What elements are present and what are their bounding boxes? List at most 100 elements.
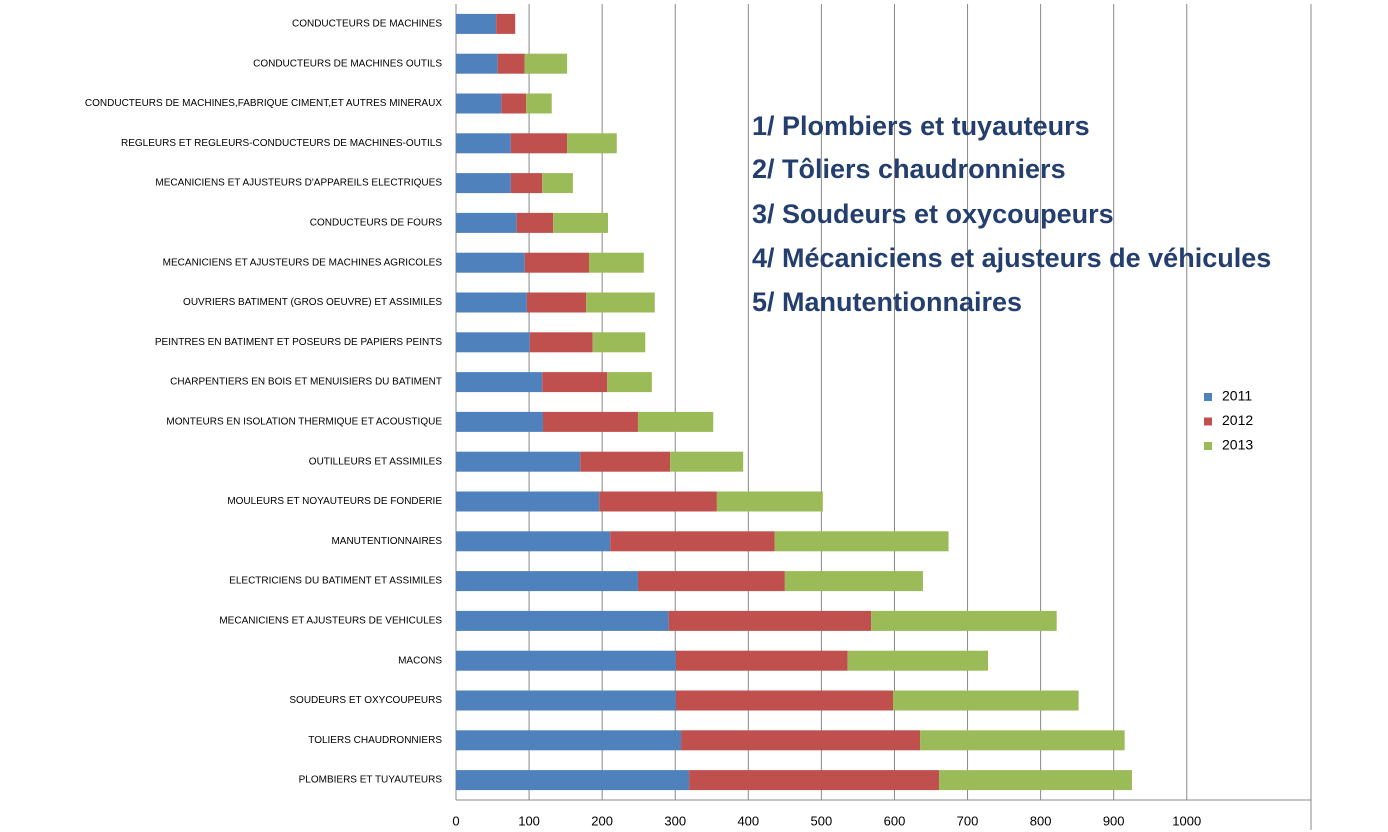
y-tick-label: CONDUCTEURS DE MACHINES bbox=[292, 19, 442, 30]
bar-segment bbox=[510, 173, 543, 194]
bar-segment bbox=[675, 690, 893, 711]
bar-segment bbox=[524, 252, 589, 273]
bar-segment bbox=[592, 332, 646, 353]
bar-segment bbox=[496, 13, 516, 34]
bar-segment bbox=[456, 133, 511, 154]
bar-segment bbox=[456, 411, 543, 432]
y-tick-label: CONDUCTEURS DE MACHINES OUTILS bbox=[253, 58, 442, 69]
x-tick-label: 0 bbox=[452, 813, 459, 828]
y-tick-label: MECANICIENS ET AJUSTEURS D'APPAREILS ELE… bbox=[155, 178, 442, 189]
x-tick-label: 300 bbox=[664, 813, 686, 828]
legend-label: 2013 bbox=[1222, 437, 1253, 453]
y-tick-label: SOUDEURS ET OXYCOUPEURS bbox=[289, 695, 442, 706]
bar-segment bbox=[599, 491, 717, 512]
y-tick-label: PEINTRES EN BATIMENT ET POSEURS DE PAPIE… bbox=[155, 337, 442, 348]
bar-segment bbox=[871, 610, 1057, 631]
legend-label: 2012 bbox=[1222, 412, 1253, 428]
annotation: 1/ Plombiers et tuyauteurs bbox=[752, 111, 1090, 141]
bar-segment bbox=[681, 730, 921, 751]
bar-segment bbox=[456, 491, 600, 512]
bar-segment bbox=[607, 372, 652, 393]
bar-segment bbox=[939, 770, 1132, 791]
bar-segment bbox=[456, 730, 682, 751]
bar-segment bbox=[456, 531, 611, 552]
bar-segment bbox=[542, 411, 638, 432]
x-tick-label: 500 bbox=[811, 813, 833, 828]
y-tick-label: CONDUCTEURS DE MACHINES,FABRIQUE CIMENT,… bbox=[85, 98, 442, 109]
bar-segment bbox=[497, 53, 525, 74]
bar-segment bbox=[893, 690, 1079, 711]
x-tick-label: 1000 bbox=[1172, 813, 1201, 828]
y-tick-label: REGLEURS ET REGLEURS-CONDUCTEURS DE MACH… bbox=[121, 138, 442, 149]
annotation: 5/ Manutentionnaires bbox=[752, 287, 1022, 317]
bar-segment bbox=[610, 531, 775, 552]
bar-segment bbox=[456, 770, 690, 791]
bar-segment bbox=[516, 212, 554, 233]
legend-swatch bbox=[1204, 393, 1212, 401]
y-tick-label: MECANICIENS ET AJUSTEURS DE MACHINES AGR… bbox=[163, 257, 443, 268]
y-tick-label: CHARPENTIERS EN BOIS ET MENUISIERS DU BA… bbox=[170, 377, 442, 388]
bar-segment bbox=[637, 411, 714, 432]
annotation: 3/ Soudeurs et oxycoupeurs bbox=[752, 199, 1114, 229]
bar-segment bbox=[456, 252, 525, 273]
bar-segment bbox=[689, 770, 940, 791]
y-tick-label: CONDUCTEURS DE FOURS bbox=[310, 218, 443, 229]
y-tick-label: MOULEURS ET NOYAUTEURS DE FONDERIE bbox=[227, 496, 442, 507]
legend-swatch bbox=[1204, 417, 1212, 426]
bar-segment bbox=[542, 173, 573, 194]
annotation: 4/ Mécaniciens et ajusteurs de véhicules bbox=[752, 243, 1271, 273]
bar-segment bbox=[553, 212, 608, 233]
bar-segment bbox=[675, 650, 848, 671]
annotation: 2/ Tôliers chaudronniers bbox=[752, 154, 1066, 184]
bar-segment bbox=[784, 571, 923, 592]
bar-segment bbox=[716, 491, 823, 512]
bar-segment bbox=[510, 133, 568, 154]
x-tick-label: 400 bbox=[737, 813, 759, 828]
bar-segment bbox=[456, 690, 676, 711]
x-tick-label: 100 bbox=[518, 813, 540, 828]
bar-segment bbox=[670, 451, 744, 472]
bar-segment bbox=[529, 332, 593, 353]
y-tick-label: MANUTENTIONNAIRES bbox=[331, 536, 442, 547]
bar-segment bbox=[456, 212, 517, 233]
bar-segment bbox=[456, 571, 638, 592]
bar-segment bbox=[668, 610, 872, 631]
legend-label: 2011 bbox=[1222, 388, 1252, 404]
y-tick-label: OUVRIERS BATIMENT (GROS OEUVRE) ET ASSIM… bbox=[183, 297, 442, 308]
legend-swatch bbox=[1204, 442, 1212, 450]
y-tick-label: PLOMBIERS ET TUYAUTEURS bbox=[299, 775, 443, 786]
bar-segment bbox=[526, 93, 552, 114]
y-tick-label: TOLIERS CHAUDRONNIERS bbox=[308, 735, 442, 746]
bar-segment bbox=[501, 93, 527, 114]
x-tick-label: 600 bbox=[884, 813, 906, 828]
bar-segment bbox=[456, 610, 669, 631]
bar-segment bbox=[456, 372, 543, 393]
bar-segment bbox=[456, 292, 527, 313]
y-tick-label: OUTILLEURS ET ASSIMILES bbox=[309, 456, 443, 467]
bar-segment bbox=[542, 372, 608, 393]
bar-segment bbox=[456, 173, 511, 194]
bar-segment bbox=[524, 53, 568, 74]
bar-segment bbox=[580, 451, 671, 472]
bar-segment bbox=[456, 332, 530, 353]
bar-segment bbox=[920, 730, 1125, 751]
bar-segment bbox=[526, 292, 587, 313]
bar-segment bbox=[456, 93, 502, 114]
y-tick-label: MONTEURS EN ISOLATION THERMIQUE ET ACOUS… bbox=[166, 417, 442, 428]
bar-segment bbox=[456, 13, 497, 34]
bar-segment bbox=[456, 650, 676, 671]
y-tick-label: MACONS bbox=[398, 655, 442, 666]
x-tick-label: 800 bbox=[1030, 813, 1052, 828]
bar-segment bbox=[567, 133, 617, 154]
bar-segment bbox=[637, 571, 785, 592]
bar-segment bbox=[847, 650, 988, 671]
y-tick-label: MECANICIENS ET AJUSTEURS DE VEHICULES bbox=[219, 616, 442, 627]
y-tick-label: ELECTRICIENS DU BATIMENT ET ASSIMILES bbox=[229, 576, 442, 587]
x-tick-label: 200 bbox=[591, 813, 613, 828]
bar-segment bbox=[586, 292, 655, 313]
bar-segment bbox=[774, 531, 949, 552]
x-tick-label: 900 bbox=[1103, 813, 1125, 828]
bar-segment bbox=[589, 252, 644, 273]
bar-segment bbox=[456, 53, 498, 74]
